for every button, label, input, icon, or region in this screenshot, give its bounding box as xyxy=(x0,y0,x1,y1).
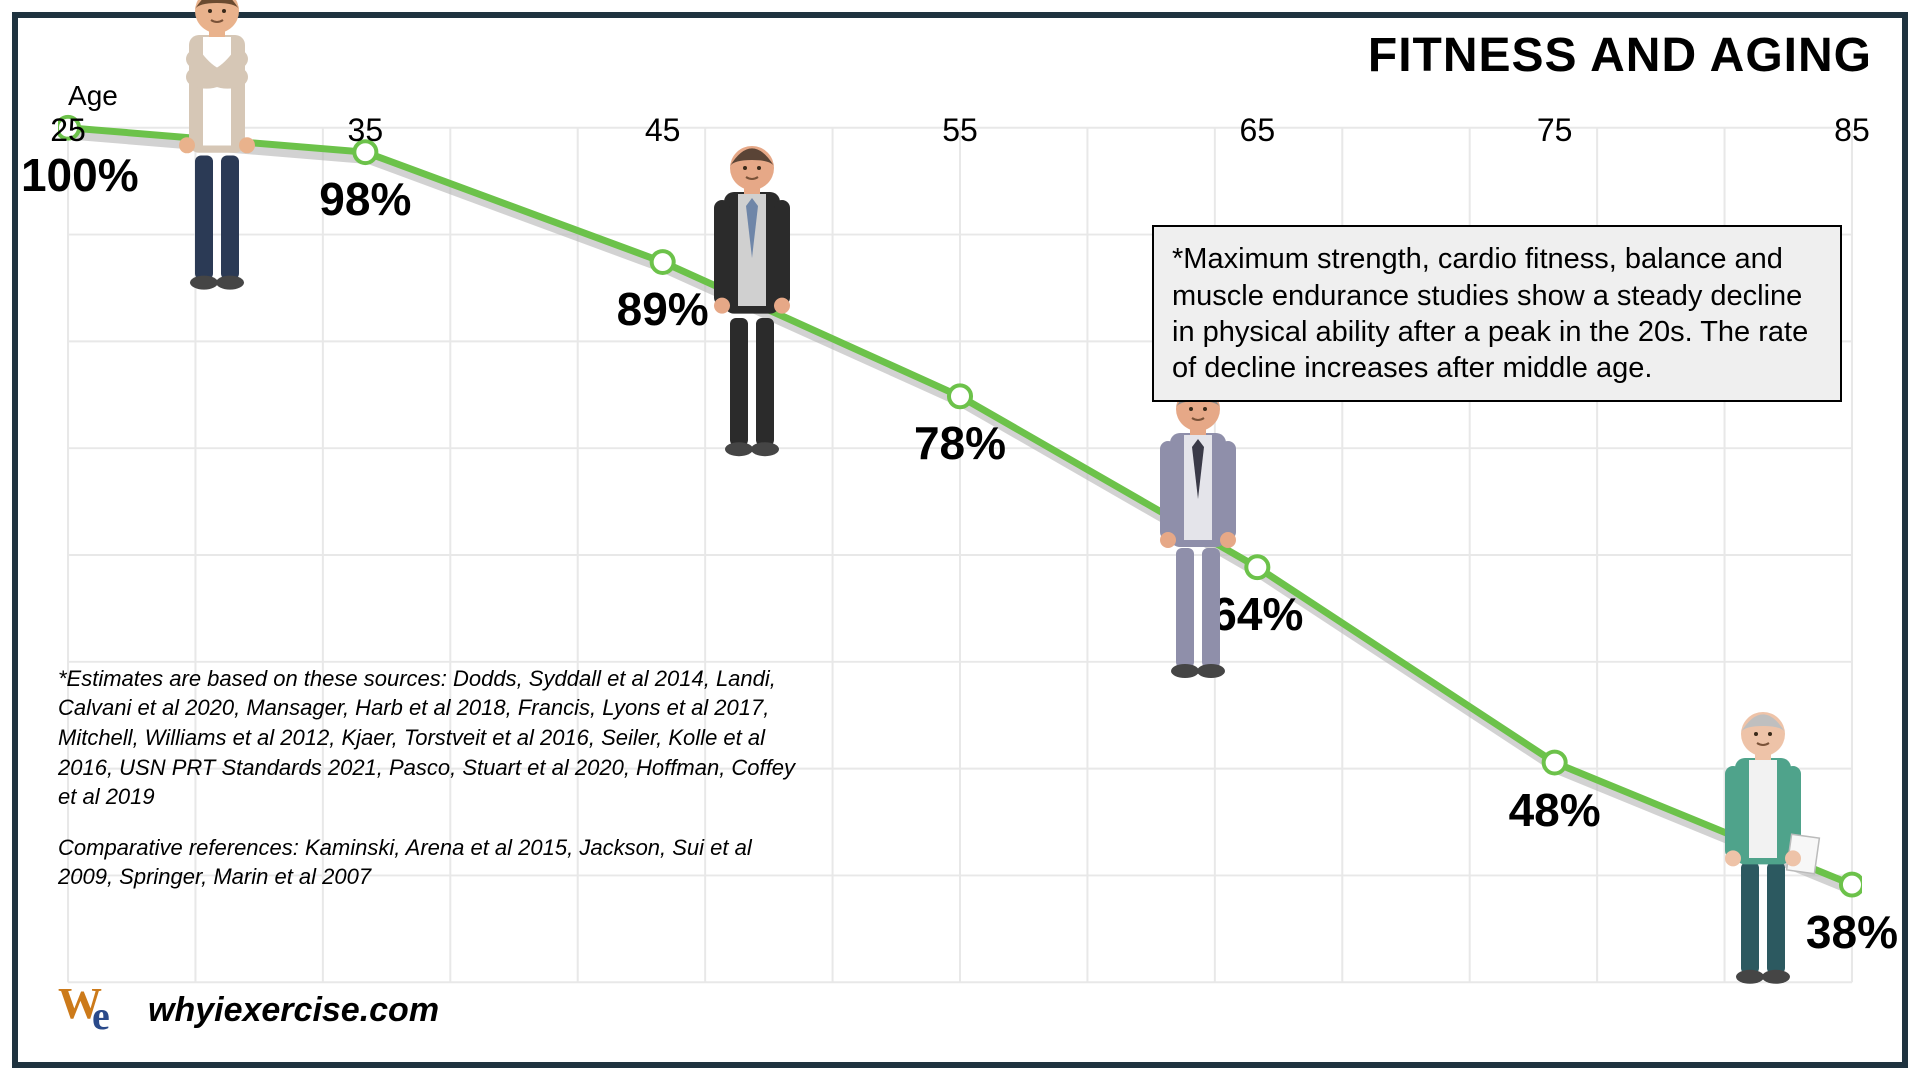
age-tick-45: 45 xyxy=(645,112,681,149)
annotation-box: *Maximum strength, cardio fitness, balan… xyxy=(1152,225,1842,402)
age-tick-85: 85 xyxy=(1834,112,1870,149)
chart-frame: FITNESS AND AGING Age 25 35 45 55 65 75 85 100… xyxy=(12,12,1908,1068)
site-url: whyiexercise.com xyxy=(148,991,439,1030)
age-tick-35: 35 xyxy=(348,112,384,149)
age-tick-75: 75 xyxy=(1537,112,1573,149)
axis-label-age: Age xyxy=(68,80,118,112)
chart-title: FITNESS AND AGING xyxy=(1368,28,1872,83)
logo-e: e xyxy=(92,992,110,1039)
person-figure-2 xyxy=(1138,383,1258,683)
age-tick-55: 55 xyxy=(942,112,978,149)
person-figure-3 xyxy=(1703,708,1823,988)
person-figure-1 xyxy=(692,142,812,462)
value-label-35: 98% xyxy=(319,172,411,226)
age-tick-65: 65 xyxy=(1240,112,1276,149)
person-figure-0 xyxy=(157,0,277,295)
sources-estimates: *Estimates are based on these sources: D… xyxy=(58,664,798,812)
site-logo: W e xyxy=(58,982,130,1038)
age-tick-25: 25 xyxy=(50,112,86,149)
sources-comparative: Comparative references: Kaminski, Arena … xyxy=(58,833,798,892)
value-label-55: 78% xyxy=(914,416,1006,470)
footer: W e whyiexercise.com xyxy=(58,982,439,1038)
annotation-text: *Maximum strength, cardio fitness, balan… xyxy=(1172,243,1808,384)
chart-area: Age 25354555657585 100%98%89%78%64%48%38… xyxy=(58,88,1862,1022)
value-label-75: 48% xyxy=(1509,783,1601,837)
value-label-25: 100% xyxy=(21,148,139,202)
